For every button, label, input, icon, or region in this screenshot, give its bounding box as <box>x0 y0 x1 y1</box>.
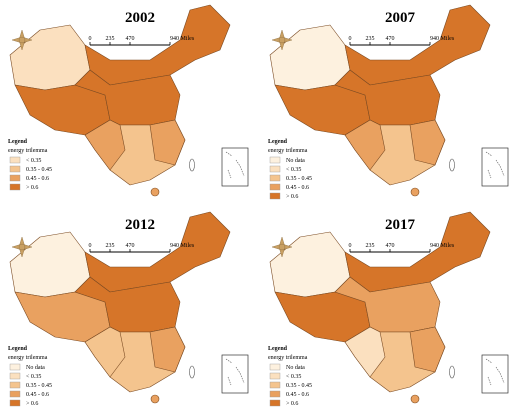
legend-swatch <box>269 174 281 182</box>
inset-islands <box>225 151 245 179</box>
legend-label: 0.35 - 0.45 <box>26 383 52 389</box>
legend-title: Legend <box>8 139 28 145</box>
legend-label: > 0.6 <box>286 401 298 407</box>
scale-label: 470 <box>126 36 135 42</box>
province-region <box>149 326 186 373</box>
taiwan <box>449 158 455 172</box>
scale-label: 0 <box>349 36 352 42</box>
compass <box>271 29 293 51</box>
legend-swatch <box>269 381 281 389</box>
scale-label: 940 Miles <box>170 243 195 249</box>
legend-swatch <box>269 156 281 164</box>
taiwan <box>449 365 455 379</box>
legend-label: No data <box>286 158 305 164</box>
legend-subtitle: energy trilemma <box>8 355 48 361</box>
legend-label: 0.35 - 0.45 <box>286 176 312 182</box>
legend-label: 0.35 - 0.45 <box>286 383 312 389</box>
inset-islands <box>225 358 245 386</box>
taiwan <box>189 158 195 172</box>
legend-title: Legend <box>268 346 288 352</box>
inset-islands <box>485 358 505 386</box>
map-title: 2012 <box>125 217 155 233</box>
legend-subtitle: energy trilemma <box>8 148 48 154</box>
legend-swatch <box>269 192 281 200</box>
scale-label: 470 <box>126 243 135 249</box>
scale-label: 470 <box>386 36 395 42</box>
scale-label: 470 <box>386 243 395 249</box>
map-panel: 2017 0 235 470 940 Miles Legend energy trilemm… <box>268 211 509 407</box>
province-region <box>149 119 186 166</box>
taiwan <box>189 365 195 379</box>
inset-frame <box>481 354 509 394</box>
compass <box>11 29 33 51</box>
legend-label: < 0.35 <box>286 167 301 173</box>
legend-swatch <box>9 381 21 389</box>
legend-swatch <box>269 183 281 191</box>
province-region <box>409 326 446 373</box>
legend-label: > 0.6 <box>26 185 38 191</box>
legend-swatch <box>9 390 21 398</box>
scale-label: 235 <box>366 36 375 42</box>
inset-islands <box>485 151 505 179</box>
map-title: 2007 <box>385 10 416 26</box>
hainan <box>150 187 160 197</box>
scale-label: 235 <box>366 243 375 249</box>
scale-label: 0 <box>89 36 92 42</box>
legend-swatch <box>269 363 281 371</box>
legend-label: < 0.35 <box>286 374 301 380</box>
legend-label: < 0.35 <box>26 158 41 164</box>
inset-frame <box>221 147 249 187</box>
legend-label: 0.45 - 0.6 <box>286 392 309 398</box>
legend-subtitle: energy trilemma <box>268 148 308 154</box>
map-title: 2002 <box>125 10 155 26</box>
scale-label: 235 <box>106 36 115 42</box>
legend-swatch <box>9 363 21 371</box>
scale-label: 0 <box>89 243 92 249</box>
map-panel: 2012 0 235 470 940 Miles Legend energy trilemm… <box>8 211 249 407</box>
inset-frame <box>481 147 509 187</box>
legend-label: 0.45 - 0.6 <box>26 392 49 398</box>
legend-swatch <box>9 156 21 164</box>
map-panel: 2002 0 235 470 940 Miles Legend energy trilemm… <box>8 4 249 197</box>
scale-label: 0 <box>349 243 352 249</box>
compass <box>271 236 293 258</box>
legend-swatch <box>269 399 281 407</box>
hainan <box>410 187 420 197</box>
legend-swatch <box>9 183 21 191</box>
hainan <box>410 394 420 404</box>
legend-label: > 0.6 <box>286 194 298 200</box>
province-region <box>274 84 371 136</box>
legend-label: 0.45 - 0.6 <box>26 176 49 182</box>
compass <box>11 236 33 258</box>
legend-swatch <box>9 165 21 173</box>
legend-label: No data <box>26 365 45 371</box>
map-title: 2017 <box>385 217 416 233</box>
legend-label: < 0.35 <box>26 374 41 380</box>
inset-frame <box>221 354 249 394</box>
scale-label: 940 Miles <box>430 36 455 42</box>
legend-swatch <box>9 399 21 407</box>
province-region <box>14 291 111 343</box>
legend-swatch <box>269 372 281 380</box>
legend-subtitle: energy trilemma <box>268 355 308 361</box>
province-region <box>274 291 371 343</box>
legend-swatch <box>9 372 21 380</box>
legend-label: 0.35 - 0.45 <box>26 167 52 173</box>
legend-swatch <box>269 390 281 398</box>
scale-label: 940 Miles <box>170 36 195 42</box>
legend-label: > 0.6 <box>26 401 38 407</box>
scale-label: 235 <box>106 243 115 249</box>
scale-label: 940 Miles <box>430 243 455 249</box>
legend-swatch <box>9 174 21 182</box>
province-region <box>409 119 446 166</box>
legend-title: Legend <box>268 139 288 145</box>
legend-swatch <box>269 165 281 173</box>
legend-title: Legend <box>8 346 28 352</box>
legend-label: No data <box>286 365 305 371</box>
province-region <box>14 84 111 136</box>
legend-label: 0.45 - 0.6 <box>286 185 309 191</box>
map-panel: 2007 0 235 470 940 Miles Legend energy trilemm… <box>268 4 509 200</box>
hainan <box>150 394 160 404</box>
